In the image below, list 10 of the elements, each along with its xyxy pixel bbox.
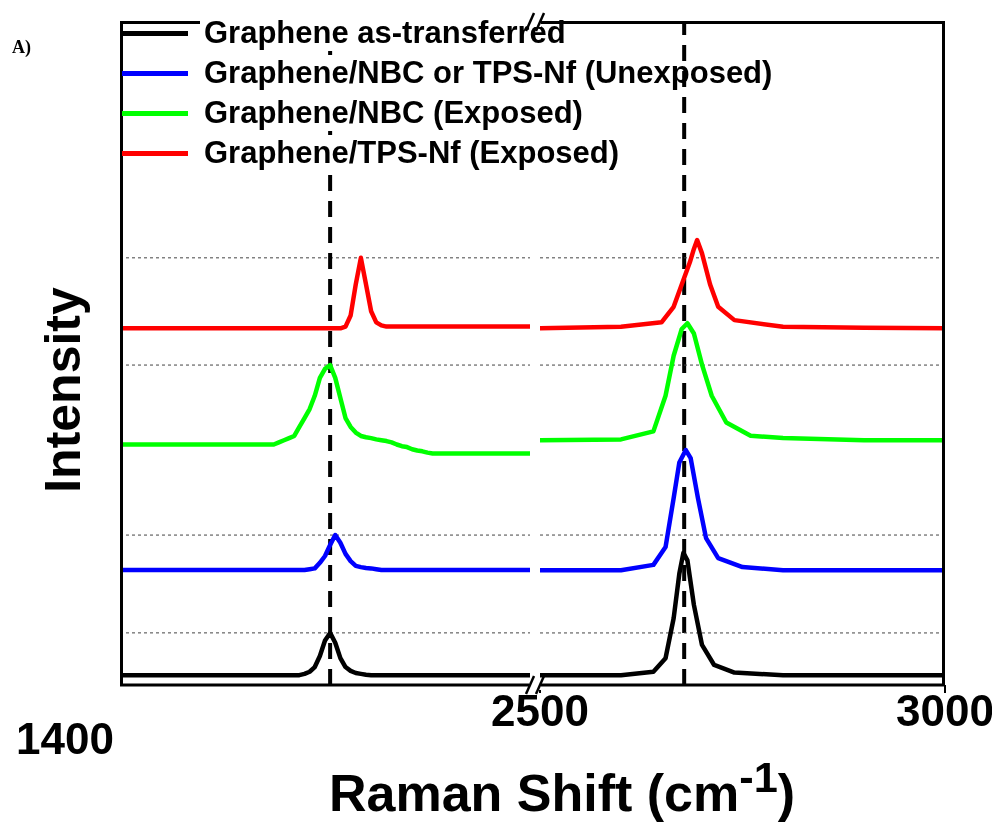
legend-label: Graphene/NBC (Exposed) [200, 95, 587, 131]
x-axis-title: Raman Shift (cm$^{-1}$) [328, 753, 796, 823]
y-axis-title: Intensity [34, 287, 92, 493]
x-tick-label: 2500 [491, 686, 589, 736]
legend-label: Graphene/NBC or TPS-Nf (Unexposed) [200, 55, 777, 91]
legend-label: Graphene as-transferred [200, 15, 570, 51]
legend-label: Graphene/TPS-Nf (Exposed) [200, 135, 624, 171]
text: 1400 [16, 714, 114, 763]
x-tick-label: 3000 [896, 686, 994, 736]
text: A) [12, 37, 31, 57]
